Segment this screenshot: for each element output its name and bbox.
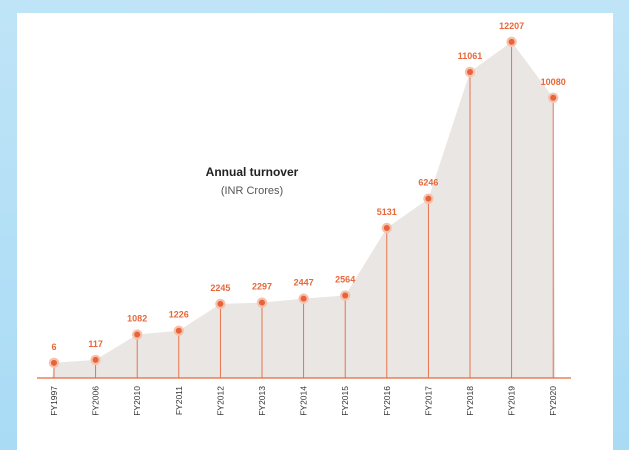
data-point-dot (259, 299, 265, 306)
data-point-dot (217, 300, 224, 307)
data-point-fy2015 (340, 290, 351, 301)
data-point-fy2011 (173, 325, 184, 336)
value-label-fy2013: 2297 (252, 282, 272, 292)
value-label-fy2020: 10080 (541, 77, 566, 87)
data-point-fy2020 (548, 92, 559, 103)
chart-subtitle: (INR Crores) (221, 185, 283, 197)
data-point-dot (51, 359, 57, 366)
data-point-dot (550, 94, 557, 101)
x-tick-fy2017: FY2017 (423, 386, 433, 416)
data-point-dot (134, 331, 141, 338)
x-tick-fy2014: FY2014 (299, 386, 309, 416)
marker-layer (48, 36, 559, 369)
data-point-fy2014 (298, 293, 309, 304)
chart-card: 6 117 1082 1226 2245 2297 2447 2564 5131 6246 1106… (17, 13, 613, 450)
turnover-area (52, 41, 556, 379)
data-point-fy2018 (464, 66, 476, 78)
data-point-dot (383, 225, 390, 232)
x-tick-fy2012: FY2012 (215, 386, 225, 416)
value-label-fy2006: 117 (88, 339, 103, 349)
data-point-fy2006 (90, 354, 101, 366)
data-point-dot (175, 327, 182, 334)
value-label-layer: 6 117 1082 1226 2245 2297 2447 2564 5131 6246 1106… (51, 21, 565, 352)
value-label-fy2019: 12207 (499, 21, 524, 31)
turnover-area-chart: 6 117 1082 1226 2245 2297 2447 2564 5131 6246 1106… (37, 21, 571, 416)
value-label-fy2014: 2447 (294, 278, 314, 288)
x-tick-fy1997: FY1997 (49, 386, 59, 416)
value-label-fy1997: 6 (51, 342, 56, 352)
data-point-fy1997 (48, 357, 60, 369)
data-point-dot (92, 356, 99, 363)
x-tick-fy2018: FY2018 (465, 386, 475, 416)
x-tick-fy2015: FY2015 (340, 386, 350, 416)
x-tick-fy2020: FY2020 (548, 386, 558, 416)
x-tick-fy2010: FY2010 (132, 386, 142, 416)
value-label-fy2018: 11061 (458, 51, 483, 61)
x-tick-fy2006: FY2006 (91, 386, 101, 416)
data-point-dot (467, 68, 473, 75)
data-point-dot (425, 195, 432, 202)
value-label-fy2015: 2564 (335, 275, 355, 285)
data-point-fy2019 (506, 36, 517, 48)
value-label-fy2016: 5131 (377, 207, 397, 217)
value-label-fy2011: 1226 (169, 310, 189, 320)
value-label-fy2010: 1082 (127, 314, 147, 324)
data-point-fy2017 (423, 193, 434, 204)
stem-layer (53, 41, 554, 378)
x-tick-fy2016: FY2016 (382, 386, 392, 416)
chart-title: Annual turnover (206, 165, 299, 179)
x-tick-fy2013: FY2013 (257, 386, 267, 416)
data-point-fy2012 (215, 298, 226, 310)
x-tick-fy2011: FY2011 (174, 386, 184, 415)
data-point-fy2010 (132, 329, 143, 340)
data-point-dot (342, 292, 349, 299)
data-point-fy2013 (256, 297, 268, 308)
x-tick-fy2019: FY2019 (507, 386, 517, 416)
data-point-dot (508, 38, 515, 45)
data-point-dot (300, 295, 307, 302)
x-tick-layer: FY1997 FY2006 FY2010 FY2011 FY2012 FY2013 FY20… (49, 386, 558, 416)
data-point-fy2016 (381, 222, 392, 234)
value-label-fy2012: 2245 (210, 283, 230, 293)
value-label-fy2017: 6246 (418, 178, 438, 188)
area-layer (52, 41, 556, 379)
